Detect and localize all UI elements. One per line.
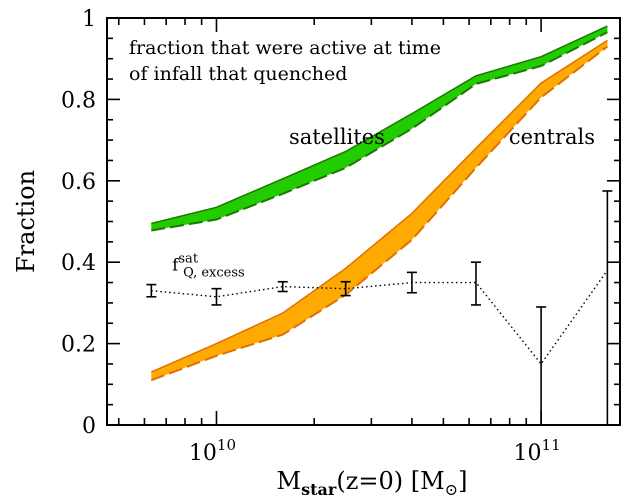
error-bar: [470, 261, 481, 306]
y-tick-label: 1: [82, 7, 96, 32]
text-labels: fraction that were active at time of inf…: [12, 37, 595, 497]
y-tick-label: 0.2: [61, 333, 96, 358]
satellites-lower-edge: [151, 31, 608, 232]
ticks: 0 0.2 0.4 0.6 0.8 1 1010 1011: [61, 7, 620, 466]
points-label-sub: Q, excess: [183, 265, 245, 280]
y-tick-label: 0.4: [61, 251, 96, 276]
y-axis-label: Fraction: [12, 170, 40, 273]
excess-points: [146, 190, 613, 425]
bands: [150, 25, 609, 382]
centrals-upper-edge: [150, 39, 608, 373]
y-tick-label: 0: [82, 414, 96, 439]
error-bar: [146, 283, 157, 298]
error-bar: [211, 287, 222, 306]
error-bar: [602, 190, 613, 425]
excess-dotted-line: [151, 269, 608, 366]
x-axis-label: Mstar(z=0) [M⊙]: [277, 467, 468, 497]
centrals-label: centrals: [509, 125, 595, 149]
x-axis-label-close: ]: [458, 467, 467, 495]
error-bar: [406, 271, 417, 294]
annotation-line-1: fraction that were active at time: [129, 37, 441, 59]
x-tick-label: 1011: [514, 436, 561, 466]
annotation-line-2: of infall that quenched: [129, 63, 347, 85]
error-bar: [277, 280, 288, 293]
points-label-main: f: [172, 255, 180, 275]
x-axis-label-rest: (z=0) [M: [336, 467, 444, 495]
satellites-band: [151, 26, 608, 231]
satellites-label: satellites: [289, 125, 385, 149]
x-axis-label-sub: star: [301, 480, 337, 497]
error-bar: [536, 306, 547, 425]
points-label: fsat Q, excess: [172, 251, 245, 280]
sun-symbol: ⊙: [445, 480, 458, 497]
y-tick-label: 0.8: [61, 88, 96, 113]
satellites-upper-edge: [151, 25, 608, 225]
x-axis-label-main: M: [277, 467, 302, 495]
centrals-band: [151, 40, 608, 381]
y-tick-label: 0.6: [61, 170, 96, 195]
error-bar: [340, 280, 351, 297]
points-label-sup: sat: [178, 251, 198, 266]
x-tick-label: 1010: [189, 436, 236, 466]
centrals-lower-edge: [150, 45, 609, 382]
